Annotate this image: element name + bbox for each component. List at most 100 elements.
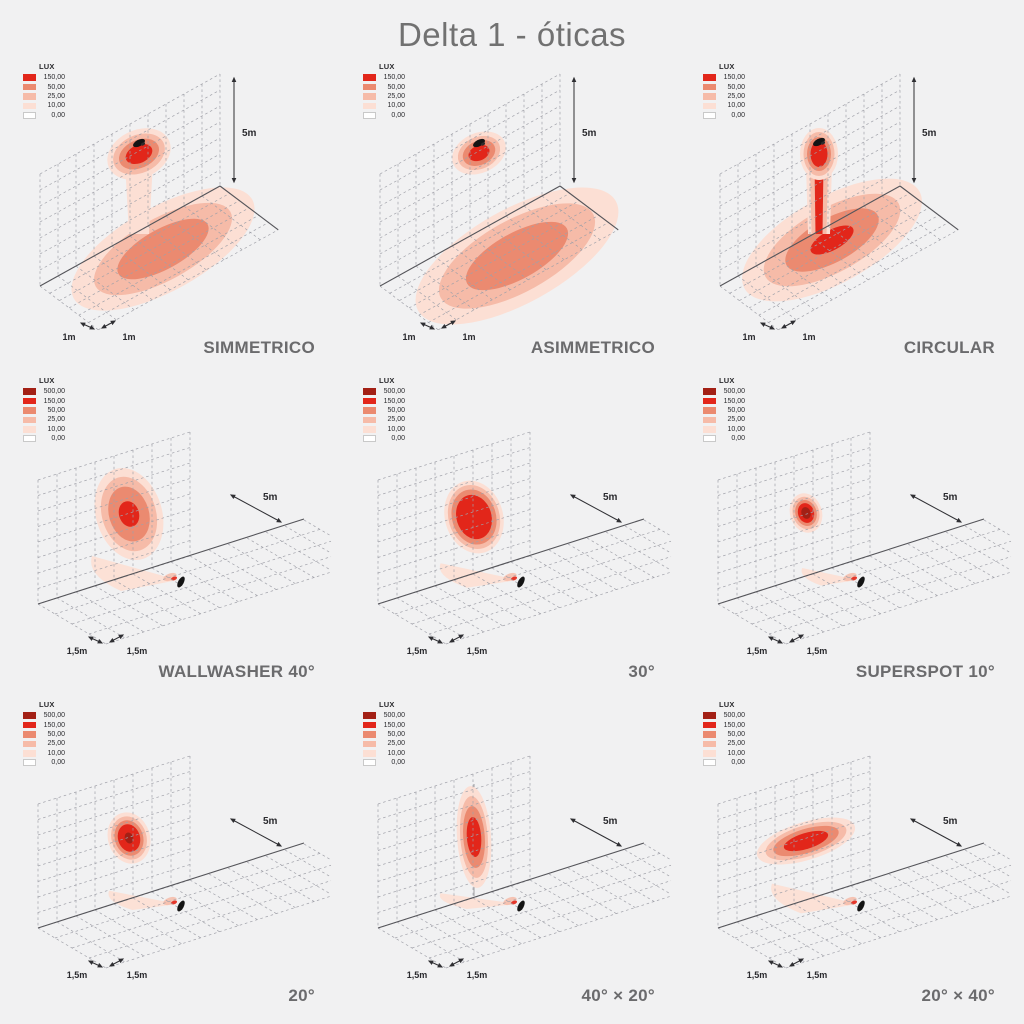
- legend-swatch: [363, 416, 376, 424]
- legend-row: 150,00: [363, 720, 405, 729]
- legend-value: 10,00: [47, 425, 65, 433]
- panel-40x20: LUX 500,00 150,00 50,00 25,00 10,00 0,00 5m 1,5…: [345, 688, 685, 1012]
- legend-value: 150,00: [43, 74, 65, 82]
- legend-row: 0,00: [363, 434, 405, 443]
- legend-row: 50,00: [363, 82, 405, 91]
- panel-title: 20°: [288, 986, 315, 1005]
- legend-row: 0,00: [23, 434, 65, 443]
- svg-text:5m: 5m: [263, 816, 278, 827]
- legend-value: 25,00: [387, 740, 405, 748]
- legend-row: 0,00: [363, 758, 405, 767]
- panel-superspot-10: LUX 500,00 150,00 50,00 25,00 10,00 0,00 5m 1,5…: [685, 364, 1024, 688]
- legend-swatch: [703, 74, 716, 81]
- lux-legend: LUX 150,00 50,00 25,00 10,00 0,00: [363, 62, 405, 120]
- panel-title: 40° × 20°: [581, 986, 655, 1005]
- legend-swatch: [363, 740, 376, 748]
- legend-row: 150,00: [23, 73, 65, 82]
- legend-row: 25,00: [363, 739, 405, 748]
- lux-legend-header: LUX: [39, 62, 55, 71]
- legend-swatch: [363, 721, 376, 729]
- legend-value: 25,00: [47, 416, 65, 424]
- svg-text:5m: 5m: [943, 816, 958, 827]
- legend-swatch: [703, 112, 716, 119]
- legend-swatch: [363, 112, 376, 119]
- legend-swatch: [363, 407, 376, 414]
- legend-swatch: [23, 407, 36, 414]
- legend-swatch: [703, 102, 716, 110]
- svg-text:1,5m: 1,5m: [467, 970, 488, 980]
- legend-value: 10,00: [387, 425, 405, 433]
- legend-swatch: [23, 74, 36, 81]
- legend-value: 10,00: [727, 425, 745, 433]
- lux-legend: LUX 500,00 150,00 50,00 25,00 10,00 0,00: [363, 376, 405, 443]
- legend-row: 10,00: [363, 101, 405, 110]
- legend-swatch: [23, 416, 36, 424]
- panel-title: 30°: [628, 662, 655, 681]
- legend-value: 500,00: [43, 712, 65, 720]
- legend-row: 0,00: [703, 434, 745, 443]
- legend-row: 150,00: [23, 720, 65, 729]
- svg-text:5m: 5m: [263, 492, 278, 503]
- legend-row: 25,00: [23, 415, 65, 424]
- legend-row: 10,00: [23, 425, 65, 434]
- legend-value: 50,00: [47, 83, 65, 91]
- legend-row: 10,00: [703, 101, 745, 110]
- legend-value: 500,00: [723, 712, 745, 720]
- legend-swatch: [363, 426, 376, 433]
- legend-swatch: [703, 416, 716, 424]
- legend-value: 25,00: [387, 92, 405, 100]
- panel-title: 20° × 40°: [921, 986, 995, 1005]
- legend-swatch: [703, 731, 716, 738]
- legend-row: 50,00: [703, 406, 745, 415]
- legend-swatch: [23, 112, 36, 119]
- legend-swatch: [363, 731, 376, 738]
- legend-row: 0,00: [23, 111, 65, 120]
- legend-row: 50,00: [363, 730, 405, 739]
- svg-text:1,5m: 1,5m: [407, 646, 428, 656]
- legend-swatch: [703, 83, 716, 91]
- legend-row: 50,00: [23, 730, 65, 739]
- lux-legend-header: LUX: [39, 700, 55, 709]
- legend-row: 500,00: [703, 711, 745, 720]
- panel-20: LUX 500,00 150,00 50,00 25,00 10,00 0,00 5m 1,5…: [5, 688, 345, 1012]
- legend-swatch: [363, 712, 376, 719]
- legend-swatch: [363, 83, 376, 91]
- page-title: Delta 1 - óticas: [397, 16, 627, 53]
- legend-value: 10,00: [47, 749, 65, 757]
- legend-swatch: [703, 721, 716, 729]
- legend-row: 10,00: [703, 425, 745, 434]
- legend-swatch: [703, 750, 716, 757]
- svg-text:1,5m: 1,5m: [467, 646, 488, 656]
- svg-text:5m: 5m: [603, 492, 618, 503]
- legend-swatch: [363, 388, 376, 395]
- legend-value: 150,00: [383, 721, 405, 729]
- svg-text:1,5m: 1,5m: [407, 970, 428, 980]
- legend-row: 25,00: [23, 739, 65, 748]
- legend-value: 150,00: [43, 397, 65, 405]
- legend-swatch: [363, 435, 376, 442]
- legend-row: 500,00: [23, 387, 65, 396]
- legend-value: 50,00: [47, 730, 65, 738]
- legend-value: 0,00: [51, 759, 65, 767]
- legend-swatch: [703, 712, 716, 719]
- legend-value: 150,00: [383, 397, 405, 405]
- legend-value: 0,00: [731, 435, 745, 443]
- legend-value: 50,00: [387, 406, 405, 414]
- legend-swatch: [363, 397, 376, 405]
- lux-legend-header: LUX: [379, 62, 395, 71]
- legend-swatch: [703, 397, 716, 405]
- legend-swatch: [23, 740, 36, 748]
- legend-row: 500,00: [23, 711, 65, 720]
- legend-value: 150,00: [383, 74, 405, 82]
- legend-row: 150,00: [363, 396, 405, 405]
- svg-text:1m: 1m: [742, 332, 755, 342]
- legend-row: 10,00: [23, 101, 65, 110]
- legend-value: 25,00: [727, 740, 745, 748]
- legend-value: 25,00: [47, 92, 65, 100]
- svg-text:1,5m: 1,5m: [67, 970, 88, 980]
- legend-row: 0,00: [363, 111, 405, 120]
- legend-row: 500,00: [363, 387, 405, 396]
- legend-value: 0,00: [51, 111, 65, 119]
- svg-text:1m: 1m: [62, 332, 75, 342]
- legend-value: 0,00: [391, 759, 405, 767]
